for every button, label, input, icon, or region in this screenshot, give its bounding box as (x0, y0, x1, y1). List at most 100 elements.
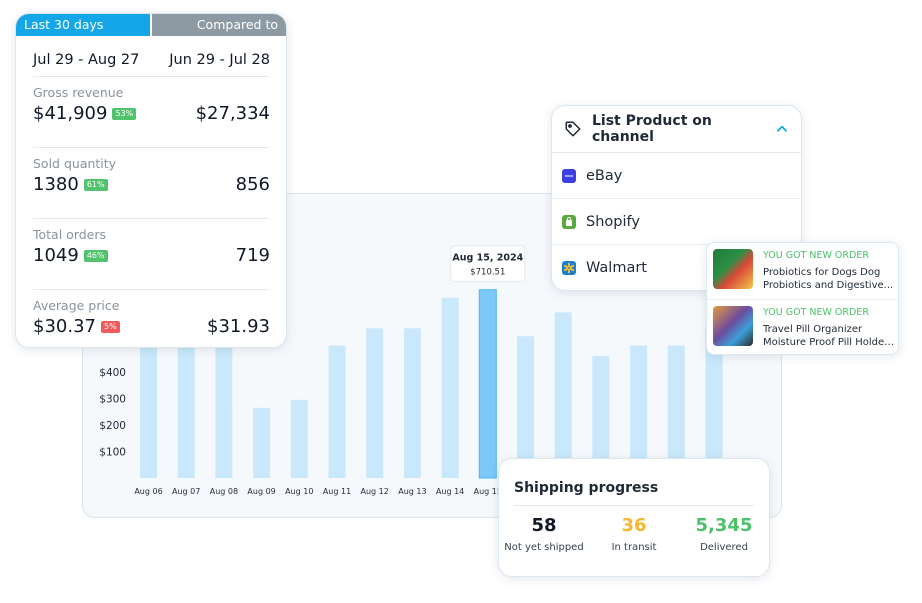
metric-value: $41,909 (33, 103, 108, 124)
walmart-spark-icon (562, 261, 576, 275)
tag-icon (565, 121, 581, 137)
divider (514, 505, 754, 506)
shipping-label: In transit (611, 542, 657, 553)
channel-item-ebay[interactable]: eBay (552, 153, 801, 199)
shipping-stat-in-transit: 36 In transit (589, 515, 679, 553)
y-tick-label: $100 (99, 447, 126, 459)
product-thumbnail (713, 306, 753, 346)
metric-label: Sold quantity (33, 156, 117, 171)
x-tick-label: Aug 08 (210, 487, 238, 496)
metric-value: 1049 (33, 245, 79, 266)
stats-tabs: Last 30 days Compared to (16, 14, 286, 36)
divider (33, 218, 269, 219)
bar-aug-06 (140, 334, 157, 478)
bar-aug-15 (478, 289, 497, 479)
shipping-progress-card: Shipping progress 58 Not yet shipped 36 … (498, 458, 770, 577)
channel-name: Walmart (586, 260, 647, 276)
bar-aug-21 (705, 326, 723, 478)
product-thumbnail (713, 249, 753, 289)
bar-aug-16 (517, 336, 534, 478)
metric-average-price: Average price $30.37 5% $31.93 (16, 290, 286, 347)
x-tick-label: Aug 11 (323, 487, 351, 496)
shipping-title: Shipping progress (514, 480, 659, 496)
x-tick-label: Aug 09 (247, 487, 275, 496)
x-tick-label: Aug 14 (436, 487, 464, 496)
channel-name: Shopify (586, 213, 640, 230)
shipping-label: Delivered (700, 542, 748, 553)
metric-previous: $27,334 (195, 103, 270, 124)
order-product-line: Probiotics for Dogs Dog (763, 267, 881, 278)
bar-aug-07 (177, 333, 195, 478)
channel-title: List Product on channel (592, 113, 712, 145)
current-range: Jul 29 - Aug 27 (33, 52, 140, 68)
shipping-count: 58 (531, 515, 557, 536)
order-tag: YOU GOT NEW ORDER (763, 250, 869, 261)
channel-item-walmart[interactable]: Walmart (552, 245, 801, 290)
change-badge: 5% (100, 320, 120, 333)
ebay-logo-icon (562, 168, 576, 183)
channel-item-shopify[interactable]: Shopify (552, 199, 801, 245)
bar-aug-19 (630, 345, 648, 478)
bar-aug-12 (366, 328, 384, 478)
x-tick-label: Aug 10 (285, 487, 313, 496)
divider (33, 147, 269, 148)
metric-sold-quantity: Sold quantity 1380 61% 856 (16, 148, 286, 218)
bar-aug-10 (290, 399, 308, 478)
bar-aug-18 (592, 356, 610, 478)
metric-label: Total orders (33, 227, 107, 242)
order-tag: YOU GOT NEW ORDER (763, 307, 869, 318)
metric-gross-revenue: Gross revenue $41,909 53% $27,334 (16, 77, 286, 147)
order-notification[interactable]: YOU GOT NEW ORDER Travel Pill Organizer … (707, 299, 898, 354)
change-badge: 53% (112, 107, 137, 120)
date-range-row: Jul 29 - Aug 27 Jun 29 - Jul 28 (16, 52, 286, 68)
metric-value: $30.37 (33, 316, 96, 337)
channel-name: eBay (586, 167, 623, 184)
metric-label: Gross revenue (33, 85, 124, 100)
previous-range: Jun 29 - Jul 28 (169, 52, 270, 68)
stats-card: Last 30 days Compared to Jul 29 - Aug 27… (15, 13, 287, 348)
bar-aug-14 (441, 297, 459, 478)
y-tick-label: $200 (99, 420, 126, 432)
bar-aug-17 (554, 312, 572, 478)
divider (33, 289, 269, 290)
order-product-line: Probiotics and Digestive... (763, 280, 894, 291)
y-tick-label: $300 (99, 394, 126, 406)
bar-aug-08 (215, 332, 233, 478)
change-badge: 46% (83, 249, 108, 262)
shipping-count: 5,345 (695, 515, 753, 536)
x-tick-label: Aug 07 (172, 487, 200, 496)
channel-dropdown-header[interactable]: List Product on channel (552, 106, 801, 153)
metric-label: Average price (33, 298, 120, 313)
tab-compared-to[interactable]: Compared to (150, 14, 286, 36)
shipping-stat-not-shipped: 58 Not yet shipped (499, 515, 589, 553)
order-product-line: Travel Pill Organizer (763, 324, 863, 335)
shipping-stat-delivered: 5,345 Delivered (679, 515, 769, 553)
order-notification[interactable]: YOU GOT NEW ORDER Probiotics for Dogs Do… (707, 243, 898, 299)
divider (33, 76, 269, 77)
chart-tooltip (450, 245, 526, 283)
x-tick-label: Aug 15 (474, 487, 502, 496)
chevron-up-icon[interactable] (775, 122, 789, 136)
x-tick-label: Aug 06 (134, 487, 162, 496)
tab-last-30-days[interactable]: Last 30 days (16, 14, 150, 36)
metric-previous: 856 (235, 174, 270, 195)
x-tick-label: Aug 13 (398, 487, 426, 496)
sales-bar-chart: $100 $200 $300 $400 Aug 06 Aug 07 Aug 08 Aug 09… (99, 245, 728, 496)
shopify-bag-icon (562, 214, 576, 229)
bar-aug-20 (667, 345, 685, 478)
bar-aug-11 (328, 345, 346, 478)
new-orders-card: YOU GOT NEW ORDER Probiotics for Dogs Do… (706, 242, 899, 355)
tooltip-value: $710.51 (470, 268, 505, 278)
metric-previous: $31.93 (207, 316, 270, 337)
metric-value: 1380 (33, 174, 79, 195)
x-tick-label: Aug 12 (361, 487, 389, 496)
order-product-line: Moisture Proof Pill Holder... (763, 337, 895, 348)
metric-total-orders: Total orders 1049 46% 719 (16, 219, 286, 289)
change-badge: 61% (83, 178, 108, 191)
metric-previous: 719 (235, 245, 270, 266)
bar-aug-13 (403, 328, 421, 478)
tooltip-date: Aug 15, 2024 (452, 253, 523, 264)
bar-aug-09 (253, 407, 271, 478)
shipping-count: 36 (621, 515, 647, 536)
